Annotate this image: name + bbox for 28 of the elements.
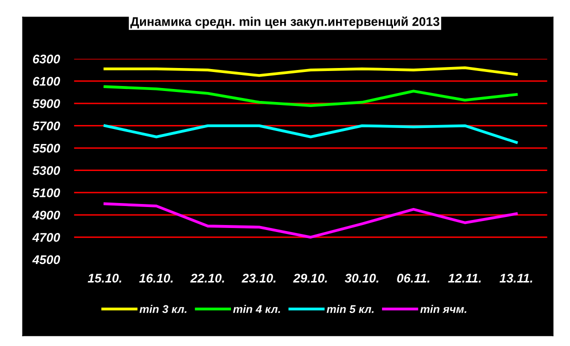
y-tick-label: 5100 [32,188,60,198]
line-series [104,85,518,108]
y-tick-label: 6100 [32,76,60,86]
y-tick-label: 5700 [32,122,60,130]
x-tick-label: 29.10. [293,274,327,283]
y-tick-label: 5900 [32,99,60,108]
legend-label: min 4 кл. [233,304,280,314]
chart-title: Динамика средн. min цен закуп.интервенций 2013 [130,16,440,28]
legend-label: min ячм. [420,304,466,313]
x-tick-label: 22.10. [190,274,224,283]
y-tick-label: 5500 [32,144,60,153]
y-tick-label: 4900 [32,210,60,220]
legend-label: min 5 кл. [326,304,374,314]
x-tick-label: 30.10. [344,274,378,283]
x-tick-label: 23.10. [242,274,276,283]
line-series [104,124,518,144]
legend-label: min 3 кл. [140,304,186,314]
x-tick-label: 06.11. [397,274,430,283]
x-tick-label: 13.11. [500,274,532,283]
x-tick-label: 16.10. [139,274,173,283]
y-tick-label: 4500 [32,255,60,264]
x-tick-label: 15.10. [88,274,122,283]
line-series [104,202,518,239]
y-tick-label: 4700 [32,233,60,242]
x-tick-label: 12.11. [448,274,481,282]
line-series [104,66,518,77]
y-tick-label: 5300 [32,166,60,175]
y-tick-label: 6300 [32,54,60,64]
